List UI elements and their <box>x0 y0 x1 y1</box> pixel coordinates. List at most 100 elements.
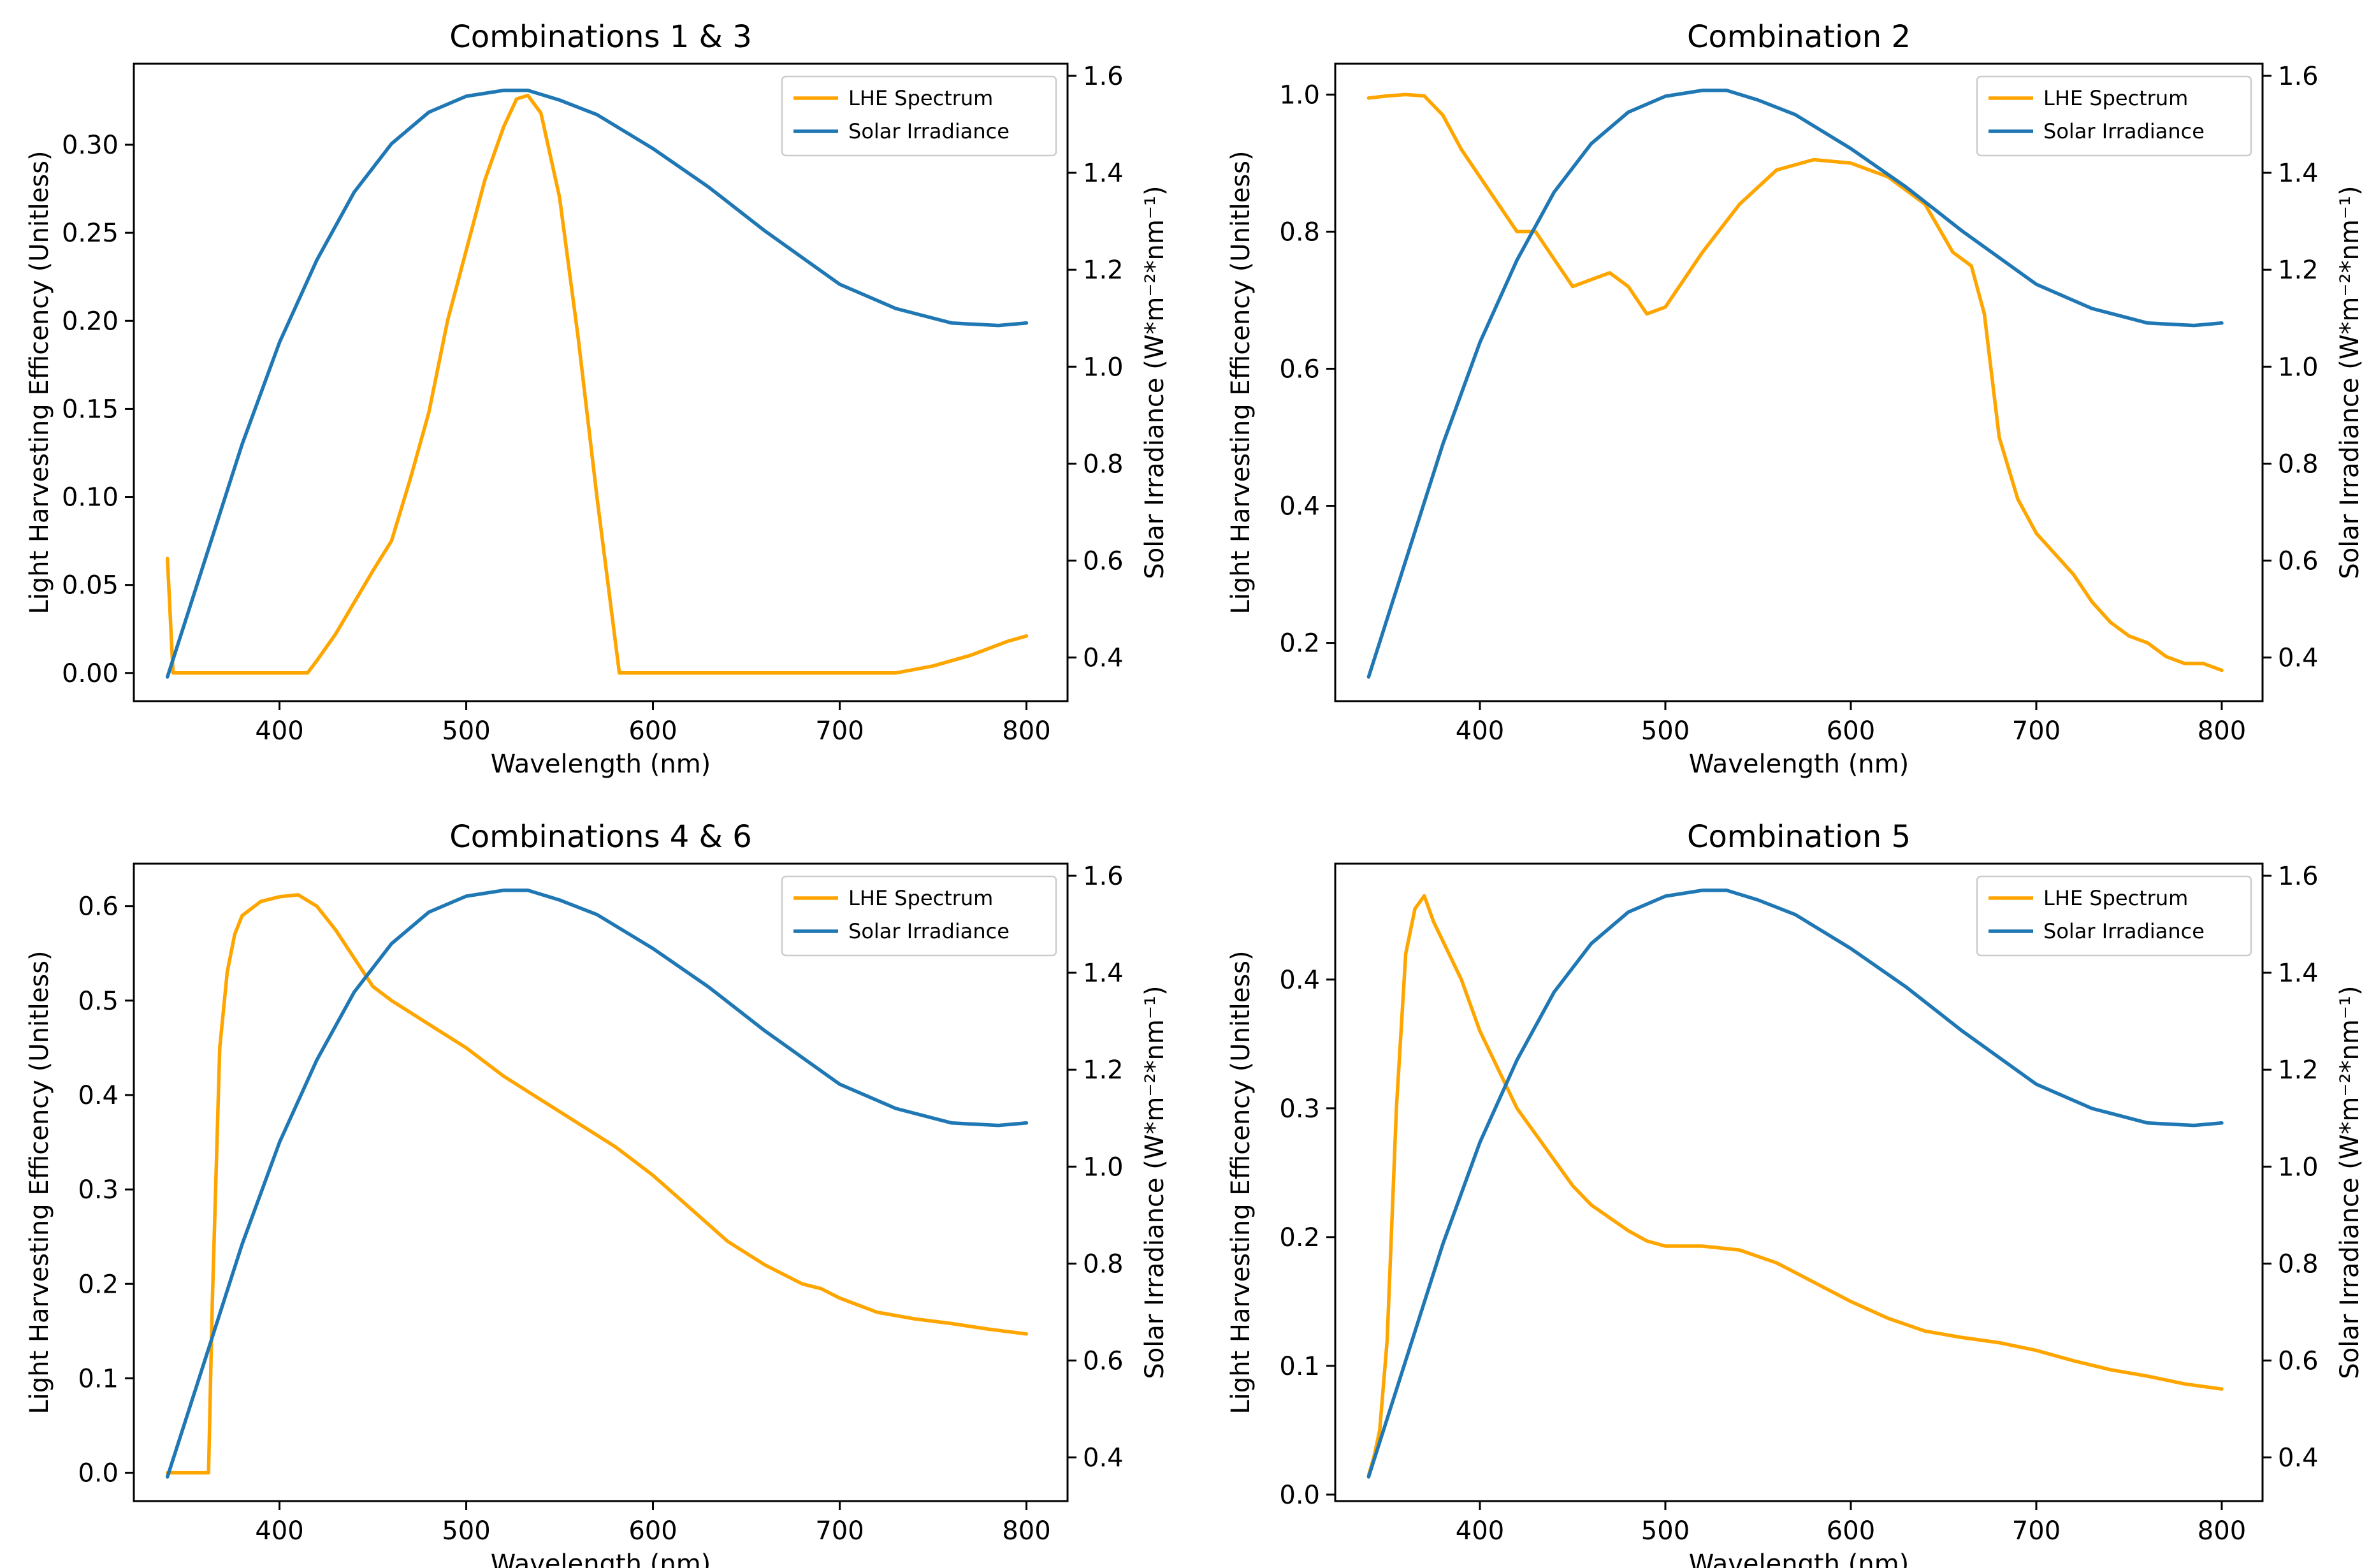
y-right-axis-label: Solar Irradiance (W*m⁻²*nm⁻¹) <box>1140 985 1170 1379</box>
y-right-tick-label: 0.8 <box>1083 449 1124 479</box>
chart-panel-2: 400 500 600 700 800 0.2 0.4 0.6 0.8 1.0 0.4 0.6 0.8 1… <box>1226 19 2365 779</box>
y-right-tick-label: 0.4 <box>2278 1444 2319 1473</box>
y-left-tick-label: 0.4 <box>1279 492 1320 521</box>
y-left-tick-label: 0.8 <box>1279 217 1320 247</box>
y-right-tick-label: 0.6 <box>2278 1346 2319 1376</box>
y-right-tick-label: 0.4 <box>1083 1444 1124 1473</box>
y-right-tick-label: 1.0 <box>2278 1152 2319 1182</box>
axes-frame <box>133 862 1069 1502</box>
legend-entry-label: LHE Spectrum <box>2043 86 2188 110</box>
x-tick-label: 500 <box>1641 1516 1690 1546</box>
chart-panel-4: 400 500 600 700 800 0.0 0.1 0.2 0.3 0.4 0.4 0.6 0.8 1… <box>1226 819 2365 1568</box>
axes-frame <box>1334 62 2264 702</box>
y-right-tick-label: 1.0 <box>1083 1152 1124 1182</box>
y-left-tick-label: 0.3 <box>1279 1094 1320 1124</box>
x-axis-label: Wavelength (nm) <box>1689 750 1909 779</box>
y-left-tick-label: 0.4 <box>1279 966 1320 995</box>
y-left-tick-label: 0.5 <box>78 987 119 1016</box>
x-tick-label: 700 <box>2012 1516 2061 1546</box>
legend-entry-label: LHE Spectrum <box>848 886 993 910</box>
y-right-tick-label: 1.2 <box>1083 256 1124 285</box>
y-left-tick-label: 0.10 <box>62 483 119 512</box>
y-left-tick-label: 0.05 <box>62 571 119 600</box>
legend-box <box>1976 75 2252 157</box>
legend-entry-label: Solar Irradiance <box>2043 919 2205 943</box>
lhe-spectrum-line <box>165 893 1029 1475</box>
y-right-tick-label: 1.0 <box>2278 352 2319 382</box>
x-tick-label: 700 <box>815 1516 864 1546</box>
y-left-tick-label: 0.6 <box>78 892 119 922</box>
chart-panel-3: 400 500 600 700 800 0.0 0.1 0.2 0.3 0.4 0.5 0.6 0.4 0… <box>25 819 1170 1568</box>
legend-box <box>1976 875 2252 957</box>
x-axis-label: Wavelength (nm) <box>491 750 711 779</box>
x-tick-label: 600 <box>1827 1516 1875 1546</box>
y-left-tick-label: 0.25 <box>62 219 119 248</box>
y-left-tick-label: 0.1 <box>78 1364 119 1393</box>
x-tick-label: 500 <box>1641 716 1690 746</box>
axes-frame <box>133 62 1069 702</box>
x-tick-label: 600 <box>1827 716 1875 746</box>
y-left-tick-label: 0.1 <box>1279 1352 1320 1381</box>
y-right-tick-label: 1.2 <box>2278 1056 2319 1085</box>
x-axis-label: Wavelength (nm) <box>491 1550 711 1568</box>
x-axis-label: Wavelength (nm) <box>1689 1550 1909 1568</box>
y-right-axis-label: Solar Irradiance (W*m⁻²*nm⁻¹) <box>1140 185 1170 579</box>
y-right-tick-label: 1.4 <box>2278 159 2319 188</box>
x-tick-label: 800 <box>1002 716 1050 746</box>
y-left-tick-label: 0.0 <box>1279 1481 1320 1510</box>
legend-entry-label: LHE Spectrum <box>848 86 993 110</box>
y-right-tick-label: 1.6 <box>2278 62 2319 91</box>
x-tick-label: 800 <box>1002 1516 1050 1546</box>
y-left-tick-label: 0.00 <box>62 659 119 688</box>
x-tick-label: 500 <box>442 1516 490 1546</box>
y-right-tick-label: 1.6 <box>1083 862 1124 891</box>
y-right-tick-label: 1.4 <box>1083 159 1124 188</box>
chart-title: Combination 2 <box>1687 19 1911 55</box>
x-tick-label: 400 <box>255 716 303 746</box>
y-right-tick-label: 0.6 <box>1083 546 1124 576</box>
lhe-spectrum-line <box>1366 92 2224 672</box>
y-left-tick-label: 0.0 <box>78 1459 119 1488</box>
y-left-tick-label: 0.4 <box>78 1081 119 1110</box>
chart-panel-1: 400 500 600 700 800 0.00 0.05 0.10 0.15 0.20 0.25 0… <box>25 19 1170 779</box>
y-right-tick-label: 0.6 <box>1083 1346 1124 1376</box>
y-right-tick-label: 0.4 <box>2278 644 2319 673</box>
solar-irradiance-line <box>1366 889 2224 1479</box>
axes-frame <box>1334 862 2264 1502</box>
y-right-axis-label: Solar Irradiance (W*m⁻²*nm⁻¹) <box>2335 985 2365 1379</box>
x-tick-label: 400 <box>1456 716 1504 746</box>
y-right-tick-label: 1.4 <box>2278 959 2319 988</box>
x-tick-label: 800 <box>2198 716 2246 746</box>
y-right-axis-label: Solar Irradiance (W*m⁻²*nm⁻¹) <box>2335 185 2365 579</box>
y-left-tick-label: 0.2 <box>1279 1223 1320 1252</box>
legend-box <box>781 875 1057 957</box>
x-tick-label: 600 <box>628 1516 677 1546</box>
legend-box <box>781 75 1057 157</box>
solar-irradiance-line <box>165 889 1029 1479</box>
y-left-tick-label: 0.6 <box>1279 354 1320 384</box>
lhe-spectrum-line <box>165 93 1029 675</box>
x-tick-label: 500 <box>442 716 490 746</box>
y-left-tick-label: 0.3 <box>78 1175 119 1205</box>
legend: LHE Spectrum Solar Irradiance <box>781 875 1057 957</box>
y-left-axis-label: Light Harvesting Efficency (Unitless) <box>1226 950 1256 1414</box>
y-right-tick-label: 1.6 <box>2278 862 2319 891</box>
y-left-axis-label: Light Harvesting Efficency (Unitless) <box>25 150 54 614</box>
y-left-tick-label: 1.0 <box>1279 80 1320 110</box>
y-right-tick-label: 0.8 <box>1083 1249 1124 1279</box>
y-left-tick-label: 0.30 <box>62 131 119 160</box>
chart-title: Combinations 1 & 3 <box>449 19 752 55</box>
legend: LHE Spectrum Solar Irradiance <box>781 75 1057 157</box>
y-right-tick-label: 1.2 <box>1083 1056 1124 1085</box>
y-left-axis-label: Light Harvesting Efficency (Unitless) <box>25 950 54 1414</box>
y-right-tick-label: 0.8 <box>2278 449 2319 479</box>
solar-irradiance-line <box>1366 89 2224 679</box>
x-tick-label: 700 <box>2012 716 2061 746</box>
chart-title: Combination 5 <box>1687 819 1911 855</box>
y-left-tick-label: 0.20 <box>62 307 119 336</box>
legend-entry-label: Solar Irradiance <box>848 919 1010 943</box>
y-right-tick-label: 1.2 <box>2278 256 2319 285</box>
legend-entry-label: Solar Irradiance <box>2043 119 2205 143</box>
x-tick-label: 600 <box>628 716 677 746</box>
